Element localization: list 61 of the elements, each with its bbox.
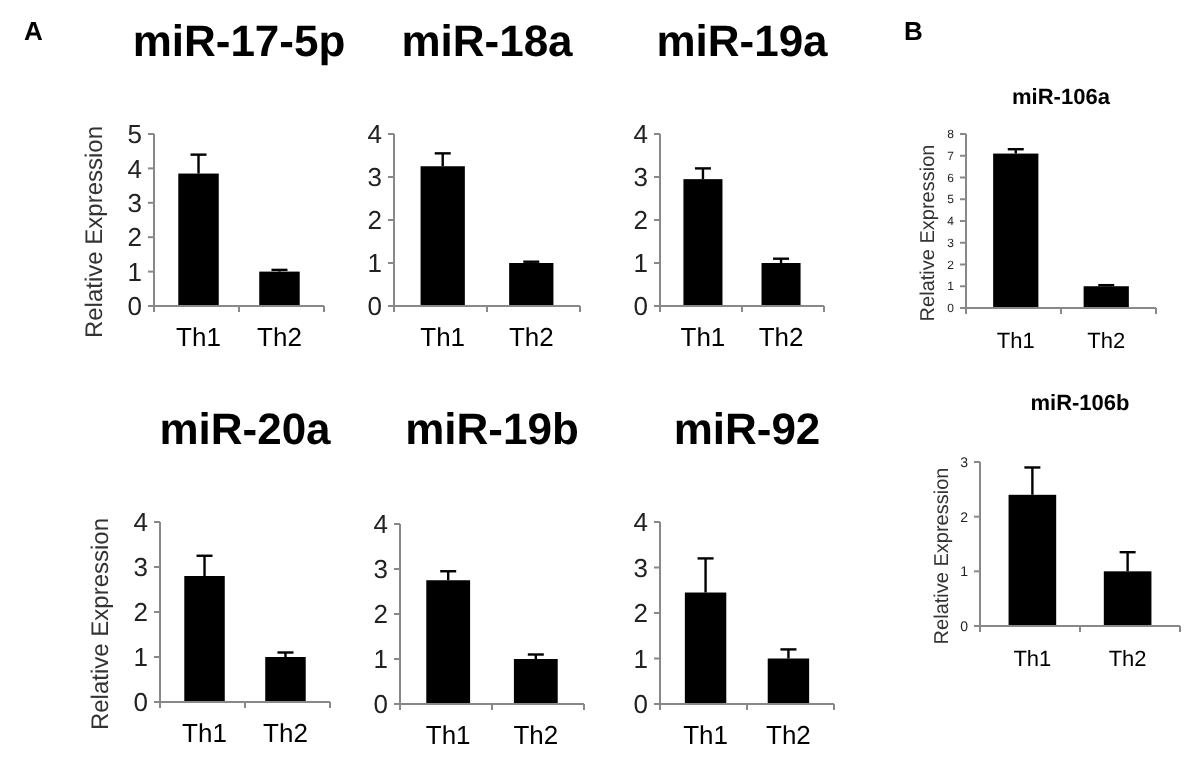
y-tick-label: 4 (633, 507, 648, 538)
y-tick-label: 1 (367, 248, 382, 279)
x-tick-label: Th2 (513, 720, 559, 750)
y-tick-label: 2 (373, 599, 388, 630)
y-tick-label: 0 (127, 291, 142, 322)
text: B (904, 16, 923, 46)
y-tick-label: 3 (633, 552, 648, 583)
y-tick-label: 3 (373, 554, 388, 585)
chart-title: miR-20a (159, 404, 333, 454)
x-tick-label: Th1 (176, 322, 221, 352)
y-tick-label: 2 (127, 222, 142, 253)
x-tick-label: Th2 (766, 720, 811, 750)
y-tick-label: 0 (633, 291, 648, 322)
x-tick-label: Th1 (420, 322, 466, 352)
y-tick-label: 3 (127, 187, 142, 218)
x-tick-label: Th2 (263, 718, 308, 748)
x-tick-label: Th2 (257, 322, 302, 352)
y-tick-label: 1 (127, 256, 142, 287)
y-axis-title: Relative Expression (80, 125, 108, 339)
y-axis-title: Relative Expression (86, 517, 114, 731)
x-tick-label: Th1 (680, 322, 726, 352)
x-tick-label: Th1 (683, 720, 728, 750)
chart-title: miR-106b (1030, 392, 1131, 416)
y-tick-label: 4 (127, 153, 142, 184)
y-tick-label: 3 (367, 162, 382, 193)
chart-title: miR-19b (405, 404, 579, 454)
y-tick-label: 1 (633, 248, 648, 279)
chart-title: miR-17-5p (132, 16, 346, 66)
chart-title: miR-106a (1012, 86, 1112, 110)
text: A (24, 16, 44, 46)
y-tick-label: 3 (133, 552, 148, 583)
y-tick-label: 0 (367, 291, 382, 322)
y-tick-label: 3 (633, 162, 648, 193)
y-tick-label: 4 (633, 119, 648, 150)
y-tick-label: 0 (373, 689, 388, 720)
y-axis-title: Relative Expression (932, 467, 954, 645)
y-tick-label: 4 (133, 507, 148, 538)
y-axis-title: Relative Expression (918, 144, 940, 322)
y-tick-label: 0 (633, 689, 648, 720)
chart-title: miR-19a (656, 16, 830, 66)
x-tick-label: Th1 (182, 718, 227, 748)
y-tick-label: 2 (633, 598, 648, 629)
y-tick-label: 2 (633, 205, 648, 236)
y-tick-label: 1 (373, 644, 388, 675)
x-tick-label: Th1 (1013, 648, 1052, 672)
y-tick-label: 1 (133, 642, 148, 673)
x-tick-label: Th1 (425, 720, 471, 750)
y-tick-label: 4 (373, 509, 388, 540)
x-tick-label: Th2 (508, 322, 554, 352)
chart-title: miR-18a (401, 16, 575, 66)
x-tick-label: Th1 (996, 330, 1035, 354)
chart-title: miR-92 (673, 404, 821, 454)
x-tick-label: Th2 (758, 322, 804, 352)
y-tick-label: 5 (127, 119, 142, 150)
y-tick-label: 2 (367, 205, 382, 236)
y-tick-label: 1 (633, 643, 648, 674)
y-tick-label: 0 (133, 687, 148, 718)
y-tick-label: 4 (367, 119, 382, 150)
x-tick-label: Th2 (1087, 330, 1126, 354)
y-tick-label: 2 (133, 597, 148, 628)
x-tick-label: Th2 (1108, 648, 1147, 672)
